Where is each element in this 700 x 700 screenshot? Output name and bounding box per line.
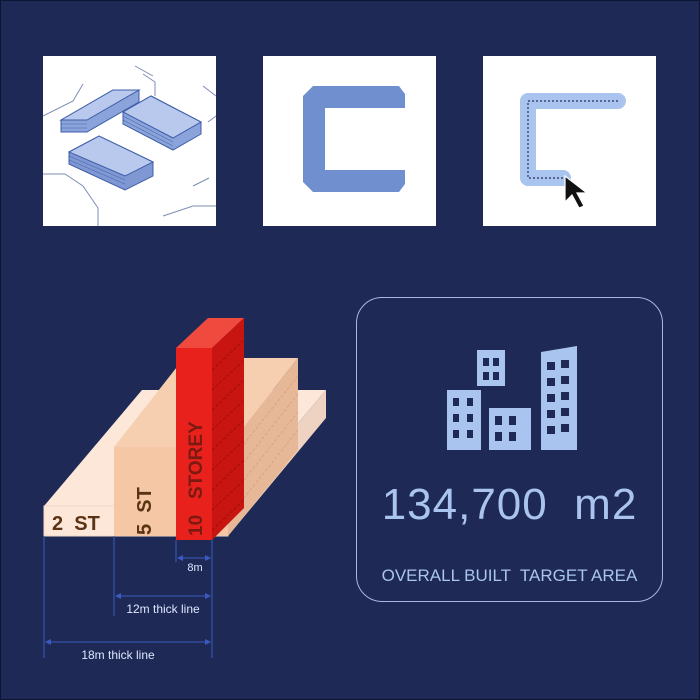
tile-c-path-cursor <box>483 56 656 226</box>
tile-isometric-buildings <box>43 56 216 226</box>
isometric-buildings-icon <box>43 65 216 226</box>
city-buildings-icon <box>447 346 577 450</box>
c-shape-icon <box>303 86 405 192</box>
dimension-8m: 8m <box>187 562 202 574</box>
tower-label: 10 STOREY <box>186 421 207 536</box>
massing-diagram: 2 ST 5 ST 10 STOREY 8m 12m thick line 18… <box>0 290 340 690</box>
dimension-12m: 12m thick line <box>126 602 200 616</box>
target-area-panel: 134,700 m2 OVERALL BUILT TARGET AREA <box>356 297 663 602</box>
dimension-18m: 18m thick line <box>81 648 155 662</box>
cursor-icon <box>564 174 589 209</box>
c-path-cursor-icon <box>520 93 626 209</box>
mid-block-label: 5 ST <box>134 487 156 535</box>
built-area-caption: OVERALL BUILT TARGET AREA <box>381 566 638 585</box>
tile-c-shape <box>263 56 436 226</box>
built-area-value: 134,700 m2 <box>381 480 638 529</box>
low-block-label: 2 ST <box>52 513 100 535</box>
